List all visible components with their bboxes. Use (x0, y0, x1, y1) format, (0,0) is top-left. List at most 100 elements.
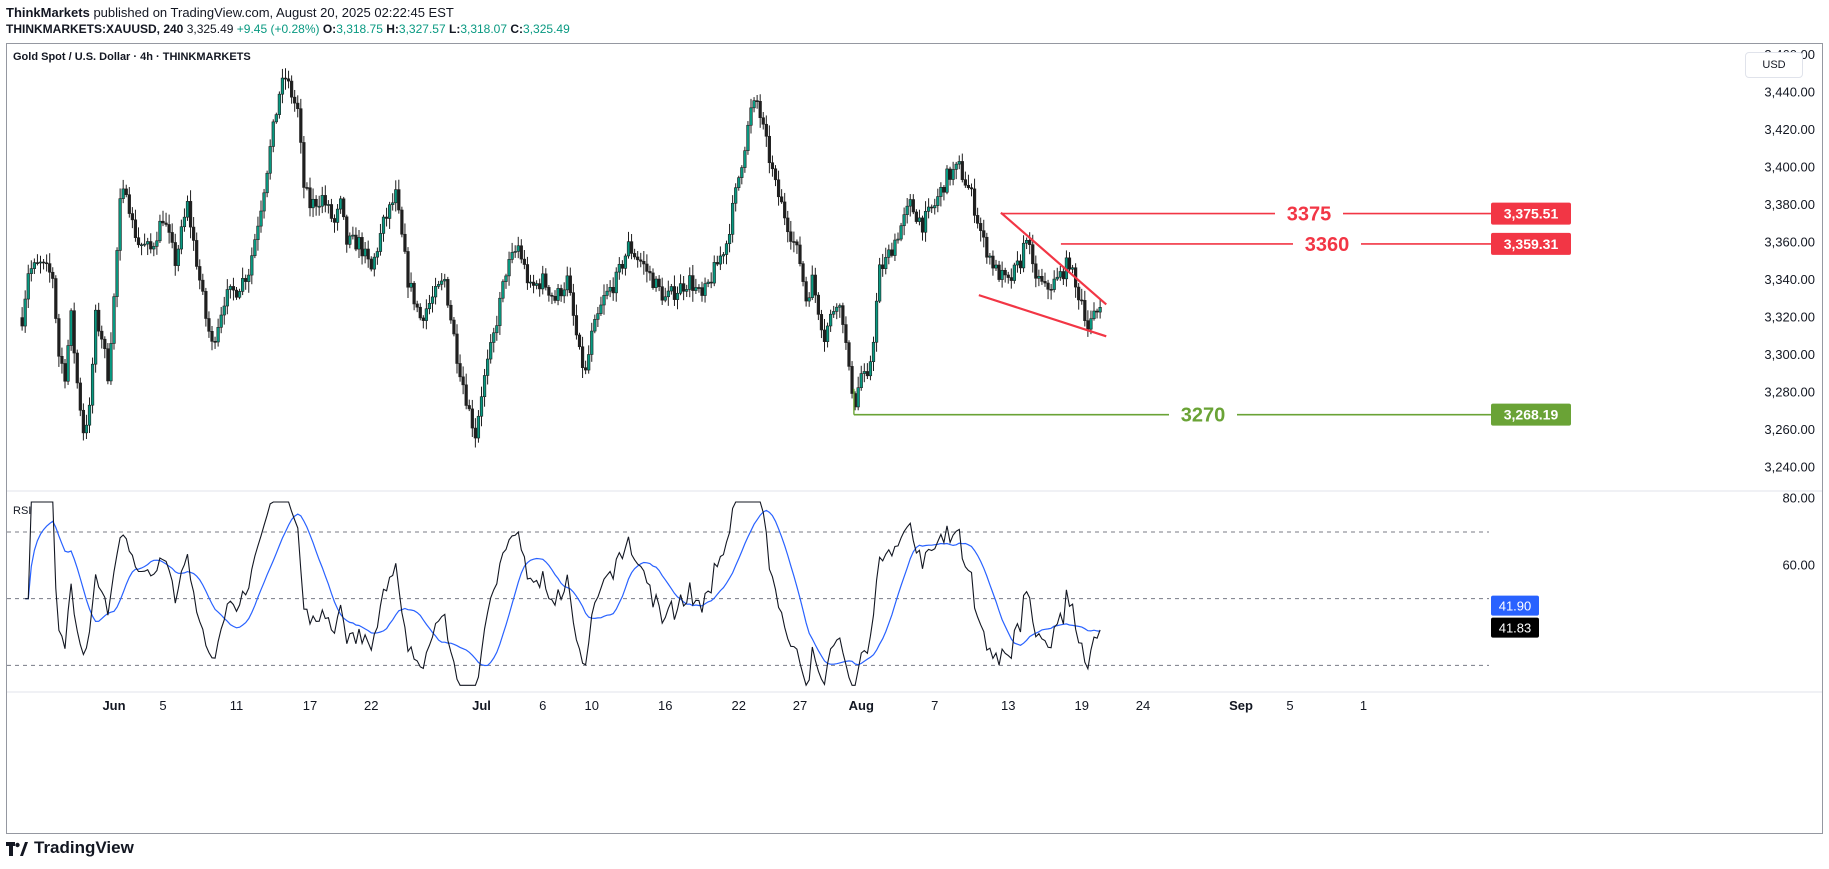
candle-body (1015, 260, 1020, 266)
candle-body (293, 96, 297, 104)
candle-body (972, 188, 977, 216)
candle-body (1089, 318, 1093, 330)
candle-body (332, 218, 337, 223)
price-axis-tick: 3,320.00 (1764, 310, 1815, 325)
candle-body (633, 253, 637, 258)
candle-body (767, 135, 771, 164)
candle-body (580, 346, 585, 368)
candle-body (920, 217, 925, 233)
level-price-tag (1491, 403, 1571, 426)
candle-body (743, 150, 747, 168)
candle-body (176, 248, 180, 266)
candle-body (1021, 242, 1026, 269)
candle-body (850, 366, 854, 394)
candle-body (136, 237, 141, 246)
tradingview-logo[interactable]: TradingView (6, 838, 134, 858)
candle-body (195, 240, 199, 267)
candle-body (348, 235, 352, 245)
level-label: 3360 (1305, 234, 1350, 256)
candle-body (29, 268, 33, 274)
candle-body (372, 256, 376, 270)
candle-body (415, 303, 419, 308)
candle-body (884, 257, 888, 270)
candle-body (253, 239, 257, 256)
candle-body (458, 363, 462, 378)
candle-body (1009, 277, 1013, 281)
candle-body (997, 264, 1001, 280)
price-axis-tick: 3,260.00 (1764, 422, 1815, 437)
candle-body (712, 262, 716, 284)
candle-body (262, 192, 266, 212)
candle-body (798, 244, 802, 264)
candle-body (473, 427, 477, 439)
candle-body (642, 261, 646, 265)
candle-body (339, 198, 343, 210)
candle-body (45, 262, 49, 265)
candle-body (170, 232, 174, 243)
candle-body (277, 93, 281, 115)
candle-body (103, 338, 107, 350)
publisher-name[interactable]: ThinkMarkets (6, 5, 90, 20)
candle-body (351, 234, 355, 237)
candle-body (1061, 271, 1065, 280)
candle-body (384, 216, 389, 219)
candle-body (927, 206, 931, 212)
candle-body (66, 345, 70, 382)
candle-body (746, 124, 750, 151)
candle-body (391, 202, 395, 206)
time-axis-tick: 11 (230, 698, 244, 713)
candle-body (247, 274, 251, 282)
candle-body (130, 213, 134, 221)
candle-body (320, 195, 324, 207)
candle-body (874, 300, 879, 343)
time-axis-tick: 22 (732, 698, 746, 713)
candle-body (734, 187, 738, 204)
candle-body (133, 219, 138, 238)
candle-body (669, 286, 673, 292)
candle-body (290, 80, 294, 98)
candle-body (783, 201, 787, 219)
candle-body (335, 208, 340, 223)
candle-body (452, 319, 456, 335)
candle-body (299, 108, 303, 143)
candle-body (905, 205, 909, 215)
candle-body (819, 314, 824, 331)
candle-body (409, 282, 413, 288)
candle-body (1086, 320, 1090, 330)
candle-body (421, 317, 425, 321)
candle-body (724, 243, 729, 255)
chart-title: Gold Spot / U.S. Dollar · 4h · THINKMARK… (13, 51, 251, 63)
candle-body (847, 342, 851, 367)
candle-body (559, 288, 563, 297)
candle-body (522, 258, 526, 265)
candle-body (501, 281, 505, 299)
candle-body (608, 286, 612, 292)
candle-body (1043, 281, 1047, 284)
candle-body (985, 236, 989, 258)
candle-body (112, 296, 116, 344)
candle-body (911, 199, 915, 213)
high-value: 3,327.57 (398, 22, 446, 36)
candle-body (890, 249, 894, 256)
time-axis-tick: 5 (159, 698, 166, 713)
candle-body (60, 355, 64, 364)
currency-badge[interactable]: USD (1745, 52, 1803, 78)
candle-body (121, 188, 125, 199)
chart-frame[interactable]: Gold Spot / U.S. Dollar · 4h · THINKMARK… (6, 43, 1823, 834)
candle-body (675, 292, 680, 300)
rsi-value-tag (1491, 617, 1539, 638)
chart-svg[interactable]: Gold Spot / U.S. Dollar · 4h · THINKMARK… (7, 44, 1822, 833)
candle-body (923, 211, 928, 233)
candle-body (100, 330, 104, 340)
price-axis-tick: 3,300.00 (1764, 347, 1815, 362)
candle-body (366, 248, 370, 260)
candle-body (1049, 288, 1053, 291)
candle-body (755, 100, 759, 102)
candle-body (1095, 310, 1099, 313)
candle-body (709, 281, 713, 284)
candle-body (470, 408, 474, 429)
candle-body (1012, 264, 1016, 281)
candles-layer (20, 68, 1102, 448)
candle-body (936, 196, 940, 206)
candle-body (204, 291, 208, 319)
